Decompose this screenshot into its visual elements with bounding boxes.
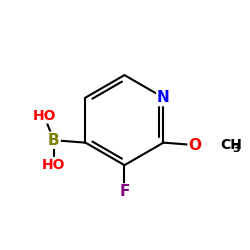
Text: O: O [188, 138, 202, 152]
Text: B: B [48, 133, 60, 148]
Text: N: N [157, 90, 170, 105]
Text: HO: HO [32, 109, 56, 123]
Text: CH: CH [221, 138, 242, 152]
Text: HO: HO [42, 158, 66, 172]
Text: F: F [119, 184, 130, 200]
Text: 3: 3 [233, 144, 240, 154]
